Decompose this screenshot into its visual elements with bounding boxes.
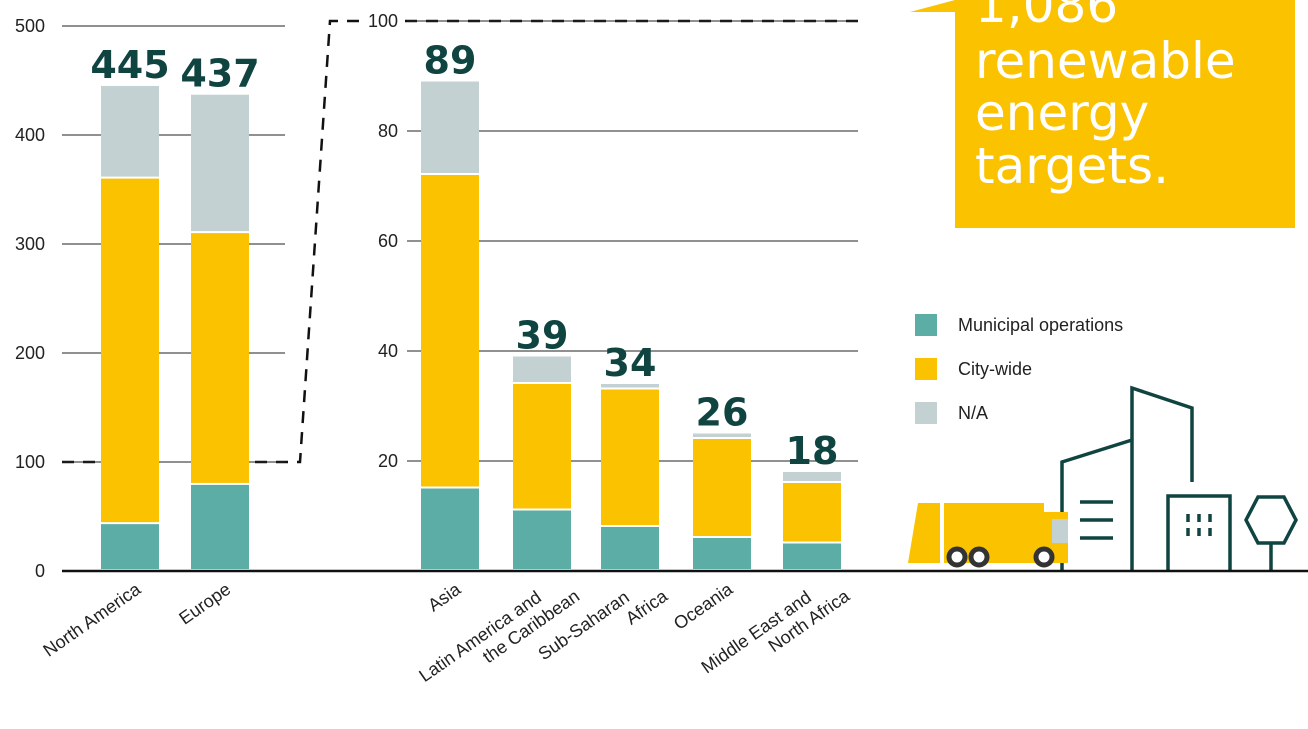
y-tick-label: 200	[15, 343, 45, 363]
total-label: 34	[604, 341, 657, 385]
bar-segment	[783, 544, 841, 570]
bar-segment	[421, 175, 479, 487]
bar-segment	[191, 485, 249, 569]
bar-segment	[101, 86, 159, 177]
y-tick-label: 40	[378, 341, 398, 361]
y-tick-label: 80	[378, 121, 398, 141]
legend-label: N/A	[958, 403, 988, 423]
bar-segment	[101, 524, 159, 569]
total-label: 18	[786, 429, 839, 473]
legend-label: Municipal operations	[958, 315, 1123, 335]
y-tick-label: 0	[35, 561, 45, 581]
connector	[255, 21, 360, 462]
x-tick-label: North America	[39, 578, 145, 660]
callout-text: renewable	[975, 32, 1236, 90]
x-tick-label: Europe	[175, 579, 234, 629]
total-label: 445	[90, 43, 169, 87]
legend-swatch	[915, 358, 937, 380]
legend-label: City-wide	[958, 359, 1032, 379]
y-tick-label: 100	[368, 11, 398, 31]
callout-text: energy	[975, 84, 1149, 142]
y-tick-label: 500	[15, 16, 45, 36]
total-label: 26	[696, 391, 749, 435]
bar-segment	[513, 357, 571, 383]
y-tick-label: 300	[15, 234, 45, 254]
bar-segment	[693, 439, 751, 536]
callout-text: targets.	[975, 137, 1169, 195]
bar-segment	[191, 233, 249, 483]
total-label: 437	[180, 52, 259, 96]
x-tick-label: Oceania	[670, 578, 737, 633]
callout-text: 1,086	[975, 0, 1118, 34]
y-tick-label: 60	[378, 231, 398, 251]
y-tick-label: 100	[15, 452, 45, 472]
total-label: 39	[516, 314, 569, 358]
y-tick-label: 400	[15, 125, 45, 145]
bar-segment	[191, 95, 249, 231]
x-tick-label: Asia	[424, 578, 465, 615]
truck	[908, 503, 1068, 565]
chart: 1,086 renewable energy targets. 0 100 200 3…	[0, 0, 1308, 729]
bar-segment	[513, 511, 571, 570]
bar-segment	[513, 384, 571, 509]
bar-segment	[693, 538, 751, 569]
bar-segment	[601, 390, 659, 526]
bar-segment	[421, 489, 479, 570]
bar-segment	[101, 179, 159, 523]
total-label: 89	[424, 39, 477, 83]
bar-segment	[421, 82, 479, 174]
city-illustration	[1062, 388, 1296, 570]
bar-segment	[783, 483, 841, 542]
bar-segment	[601, 527, 659, 569]
legend-swatch	[915, 314, 937, 336]
bar-segment	[783, 472, 841, 481]
legend-swatch	[915, 402, 937, 424]
x-tick-label: Sub-SaharanAfrica	[534, 568, 671, 681]
y-tick-label: 20	[378, 451, 398, 471]
